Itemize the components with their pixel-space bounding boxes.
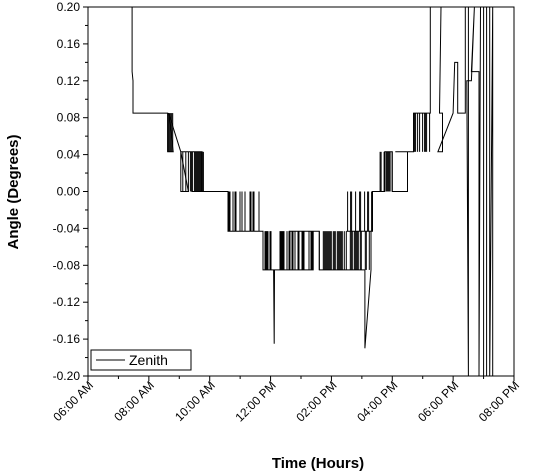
y-tick-label: -0.16 — [53, 332, 81, 346]
series-line-zenith — [131, 7, 494, 376]
plot-frame — [87, 6, 515, 377]
y-tick-label: 0.12 — [57, 74, 81, 88]
legend: Zenith — [90, 349, 192, 371]
x-tick-label: 06:00 PM — [415, 378, 461, 424]
dense-oscillation-bands — [167, 113, 431, 270]
y-tick-label: -0.20 — [53, 369, 81, 383]
x-tick-label: 08:00 PM — [476, 378, 522, 424]
y-tick-label: 0.00 — [57, 185, 81, 199]
x-axis-ticks: 06:00 AM 08:00 AM 10:00 AM 12:00 PM 02:00 PM… — [50, 376, 522, 424]
y-axis-ticks: 0.20 0.16 0.12 0.08 0.04 0.00 -0.04 -0.08 -0.12 -… — [53, 0, 88, 383]
x-tick-label: 02:00 PM — [293, 378, 339, 424]
legend-box — [90, 349, 192, 371]
x-tick-label: 04:00 PM — [354, 378, 400, 424]
y-tick-label: 0.16 — [57, 37, 81, 51]
y-tick-label: 0.20 — [57, 0, 81, 14]
x-tick-label: 12:00 PM — [232, 378, 278, 424]
x-tick-label: 08:00 AM — [111, 378, 157, 424]
x-tick-label: 06:00 AM — [50, 378, 96, 424]
y-tick-label: 0.04 — [57, 148, 81, 162]
y-tick-label: -0.04 — [53, 221, 81, 235]
y-tick-label: -0.08 — [53, 258, 81, 272]
x-axis-title: Time (Hours) — [272, 455, 364, 472]
legend-label-zenith: Zenith — [129, 352, 168, 368]
y-tick-label: -0.12 — [53, 295, 81, 309]
plot-area — [131, 7, 494, 376]
y-axis-title: Angle (Degrees) — [5, 134, 22, 249]
y-tick-label: 0.08 — [57, 111, 81, 125]
x-tick-label: 10:00 AM — [172, 378, 218, 424]
